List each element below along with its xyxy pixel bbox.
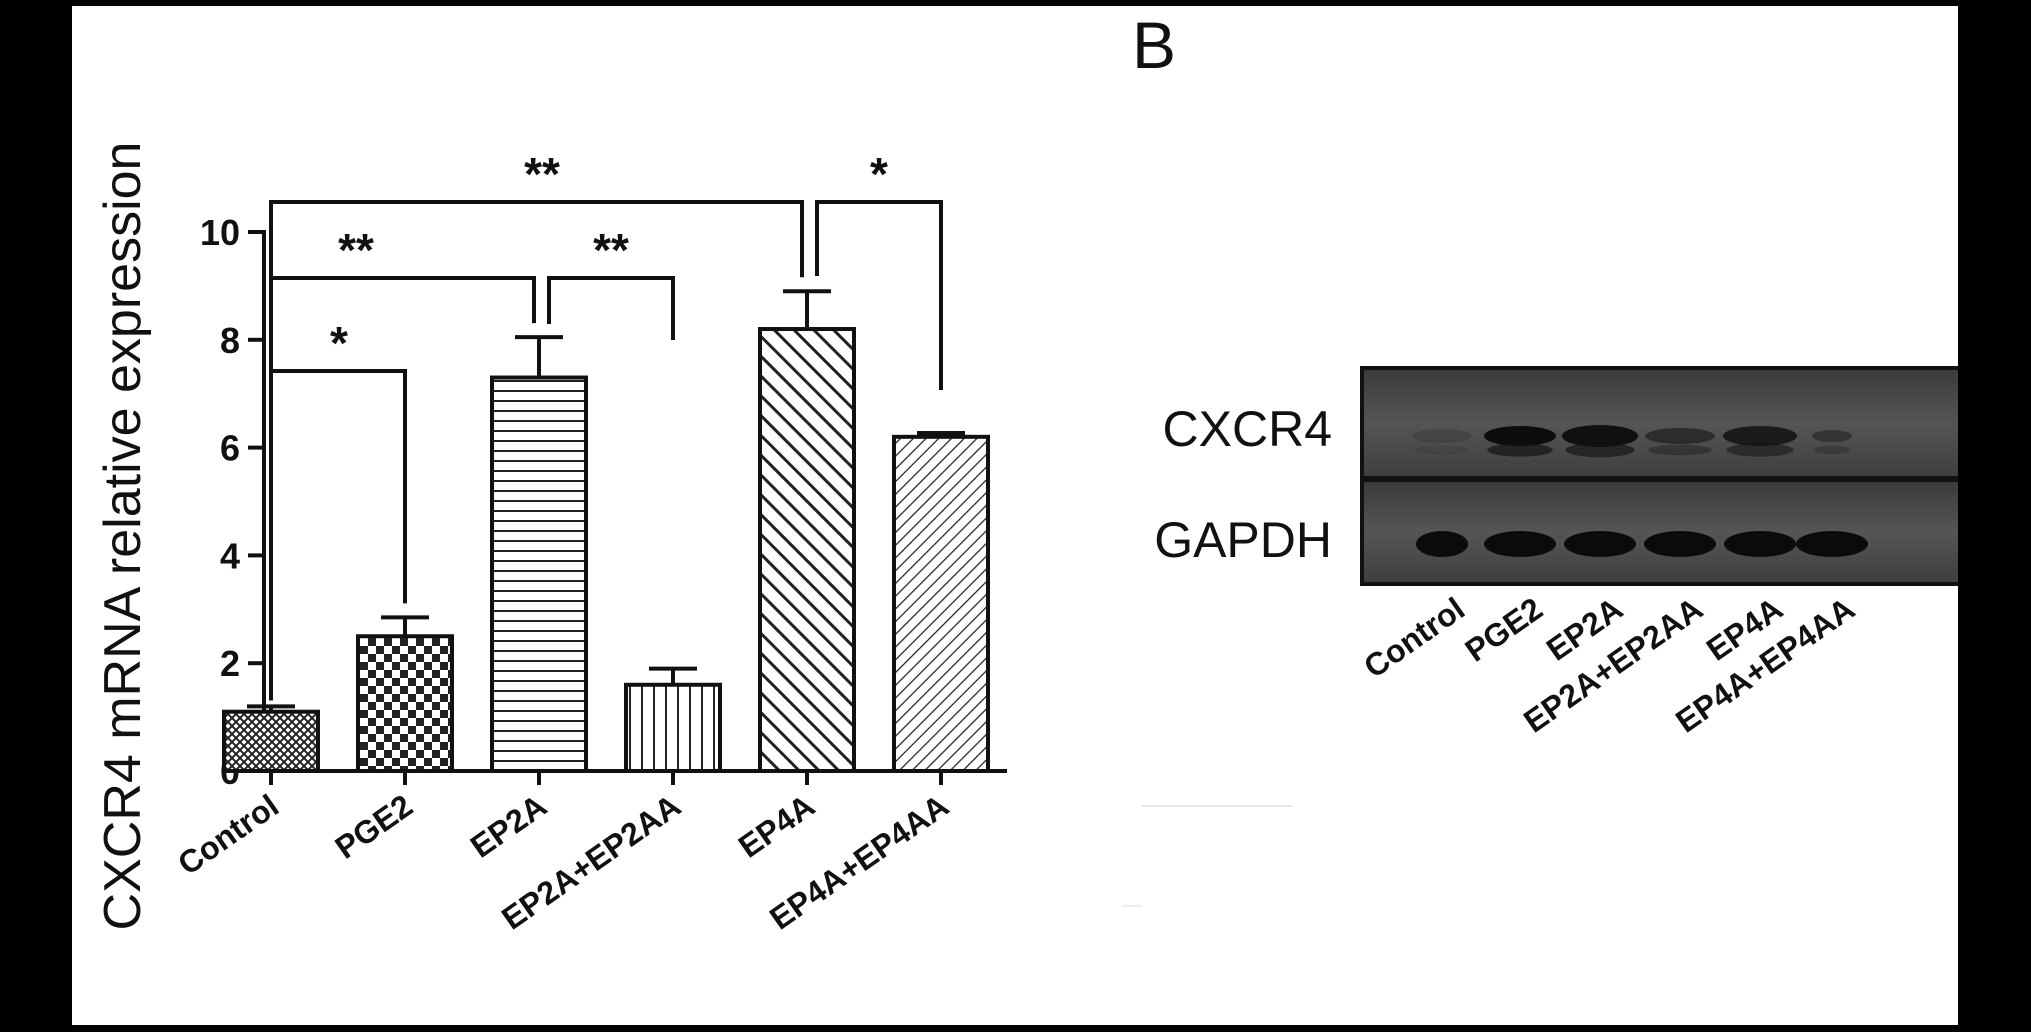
blot-band-cxcr4	[1412, 429, 1472, 443]
western-blot: CXCR4 GAPDH ControlPGE2EP2AEP2A+EP2AAEP4…	[1122, 366, 1958, 907]
figure-canvas: B CXCR4 mRNA relative expression 0246810…	[94, 8, 1958, 937]
blot-band-cxcr4	[1812, 430, 1852, 442]
y-tick-label: 2	[220, 643, 240, 684]
blot-band-gapdh	[1416, 531, 1468, 557]
blot-band-gapdh	[1484, 531, 1556, 557]
y-axis-title: CXCR4 mRNA relative expression	[94, 142, 152, 931]
x-tick-label: EP4A	[732, 787, 821, 864]
y-tick-label: 8	[220, 320, 240, 361]
panel-letter: B	[1132, 8, 1176, 82]
significance-bracket	[815, 200, 943, 390]
blot-band-gapdh	[1564, 531, 1636, 557]
blot-lane-label: PGE2	[1458, 590, 1549, 668]
y-tick-label: 6	[220, 428, 240, 469]
blot-band-cxcr4-lower	[1648, 444, 1712, 456]
blot-band-gapdh	[1724, 531, 1796, 557]
bar	[222, 709, 320, 774]
significance-label: *	[330, 317, 348, 369]
figure-panel: B CXCR4 mRNA relative expression 0246810…	[72, 6, 1958, 1025]
significance-group: *** **** *	[269, 148, 943, 701]
blot-band-gapdh	[1644, 531, 1716, 557]
bars-group	[222, 327, 990, 774]
blot-frame-cxcr4	[1360, 366, 1958, 480]
significance-label: **	[338, 224, 374, 276]
error-bars-group	[247, 289, 965, 712]
blot-band-cxcr4-lower	[1726, 443, 1794, 457]
bar	[758, 327, 856, 773]
bar	[892, 434, 990, 773]
blot-band-cxcr4-lower	[1487, 443, 1553, 457]
blot-band-cxcr4	[1645, 428, 1715, 444]
significance-label: **	[593, 224, 629, 276]
blot-band-cxcr4	[1723, 426, 1797, 446]
x-tick-label: Control	[171, 787, 285, 882]
bar	[624, 682, 722, 774]
blot-row-label-cxcr4: CXCR4	[1163, 401, 1332, 457]
blot-band-gapdh	[1796, 531, 1868, 557]
blot-bands	[1412, 425, 1868, 557]
chart-axes: 0246810	[200, 212, 1007, 792]
significance-bracket	[547, 276, 675, 340]
x-tick-label: EP2A	[464, 787, 553, 864]
blot-band-cxcr4-lower	[1813, 446, 1851, 454]
x-tick-label: PGE2	[328, 787, 419, 865]
blot-lane-label: Control	[1357, 590, 1471, 685]
blot-row-label-gapdh: GAPDH	[1154, 512, 1332, 568]
blot-band-cxcr4-lower	[1414, 445, 1470, 455]
significance-label: *	[870, 148, 888, 200]
blot-band-cxcr4	[1484, 426, 1556, 446]
blot-band-cxcr4	[1562, 425, 1638, 447]
y-tick-label: 10	[200, 212, 240, 253]
blot-band-cxcr4-lower	[1565, 442, 1635, 458]
significance-bracket	[269, 200, 804, 701]
significance-label: **	[524, 148, 560, 200]
y-tick-label: 4	[220, 535, 240, 576]
bar	[356, 634, 454, 773]
blot-frame-gapdh	[1360, 478, 1958, 586]
bar	[490, 375, 588, 773]
